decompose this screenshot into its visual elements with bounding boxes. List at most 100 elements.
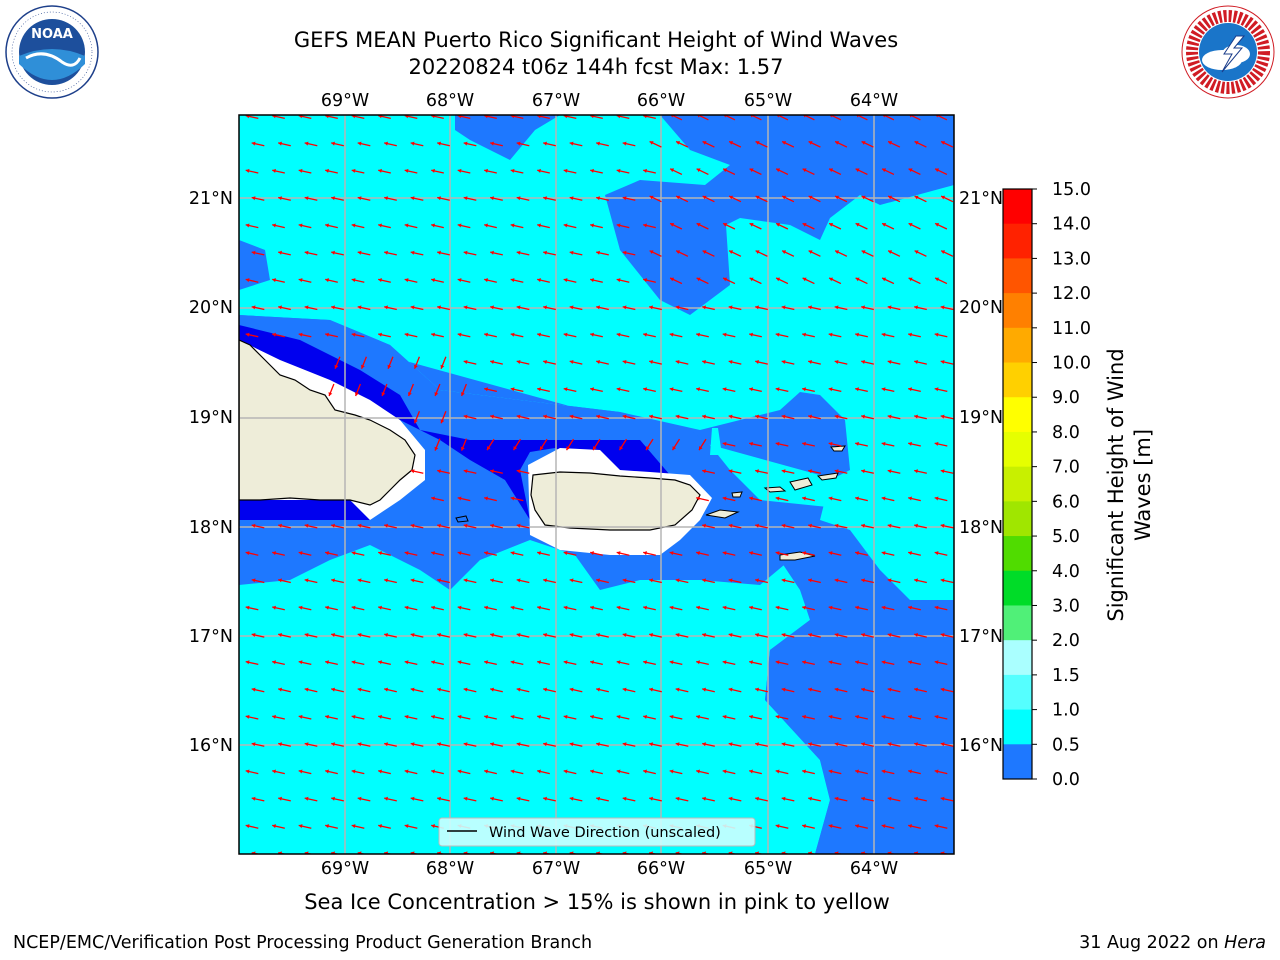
wind-wave-arrowhead xyxy=(298,278,303,283)
wind-wave-arrowhead xyxy=(675,687,680,692)
wind-wave-arrowhead xyxy=(431,551,435,556)
wind-wave-arrowhead xyxy=(590,551,594,556)
wind-wave-arrowhead xyxy=(245,168,250,173)
wind-wave-arrowhead xyxy=(808,796,812,801)
wind-wave-arrowhead xyxy=(861,360,865,364)
wind-wave-arrowhead xyxy=(537,605,541,610)
wind-wave-arrowhead xyxy=(437,742,441,747)
wind-wave-arrowhead xyxy=(702,687,706,692)
colorbar-tick-label: 1.0 xyxy=(1052,701,1080,721)
wind-wave-arrowhead xyxy=(490,742,494,747)
wind-wave-arrowhead xyxy=(278,250,282,255)
colorbar-tick-label: 0.0 xyxy=(1052,770,1080,790)
wind-wave-arrowhead xyxy=(378,278,382,283)
wind-wave-arrowhead xyxy=(934,551,939,556)
land-vieques xyxy=(705,509,740,519)
wind-wave-arrowhead xyxy=(516,360,521,364)
wind-wave-arrowhead xyxy=(861,195,866,200)
wind-wave-arrowhead xyxy=(729,250,734,254)
colorbar-tick-label: 9.0 xyxy=(1052,388,1080,408)
wind-wave-arrowhead xyxy=(829,277,834,282)
wind-wave-arrowhead xyxy=(643,714,647,719)
wind-wave-arrowhead xyxy=(298,660,303,665)
lon-tick-top: 68°W xyxy=(426,91,474,111)
wind-wave-arrowhead xyxy=(298,115,303,119)
wind-wave-arrowhead xyxy=(781,360,786,364)
wind-wave-arrowhead xyxy=(669,551,674,556)
wind-wave-arrowhead xyxy=(278,796,282,801)
wind-wave-arrowhead xyxy=(881,332,886,337)
wave-height-region-mid-nw xyxy=(455,115,560,160)
wind-wave-arrowhead xyxy=(404,769,409,774)
wind-wave-arrowhead xyxy=(298,824,303,829)
wind-wave-arrowhead xyxy=(278,141,282,146)
wind-wave-arrowhead xyxy=(325,769,329,774)
wind-wave-arrowhead xyxy=(325,714,329,719)
wind-wave-arrowhead xyxy=(808,742,812,747)
wind-wave-arrowhead xyxy=(696,769,700,774)
wind-wave-arrowhead xyxy=(722,769,727,774)
wind-wave-arrowhead xyxy=(304,578,309,583)
wind-wave-arrowhead xyxy=(328,392,333,396)
wind-wave-arrowhead xyxy=(649,141,654,145)
wind-wave-arrowhead xyxy=(457,714,462,719)
wind-wave-arrowhead xyxy=(404,278,409,283)
colorbar-swatch xyxy=(1003,744,1032,780)
wind-wave-arrowhead xyxy=(245,660,250,665)
wind-wave-arrowhead xyxy=(484,115,488,119)
wind-wave-arrowhead xyxy=(272,714,276,719)
wind-wave-arrowhead xyxy=(781,523,786,528)
wind-wave-arrowhead xyxy=(723,223,728,227)
wind-wave-arrowhead xyxy=(728,414,733,419)
wind-wave-arrowhead xyxy=(331,796,335,801)
wind-wave-arrowhead xyxy=(537,332,541,337)
wind-wave-arrowhead xyxy=(410,687,415,692)
wind-wave-arrowhead xyxy=(245,605,250,610)
land-hispaniola xyxy=(239,339,416,506)
wind-wave-arrowhead xyxy=(935,277,940,282)
wave-height-region-high-small xyxy=(710,428,722,455)
sea-ice-note: Sea Ice Concentration > 15% is shown in … xyxy=(304,890,890,914)
wind-wave-arrowhead xyxy=(410,196,415,201)
wind-wave-arrowhead xyxy=(781,687,786,692)
wind-wave-arrowhead xyxy=(357,578,362,583)
wind-wave-arrowhead xyxy=(431,769,435,774)
footer-branch: NCEP/EMC/Verification Post Processing Pr… xyxy=(13,933,593,953)
colorbar-swatch xyxy=(1003,327,1032,364)
wind-wave-arrowhead xyxy=(378,660,382,665)
wind-wave-arrowhead xyxy=(649,195,654,200)
wind-wave-arrowhead xyxy=(782,195,787,200)
lat-tick-right: 17°N xyxy=(959,627,1003,647)
wind-wave-arrowhead xyxy=(355,392,359,396)
lat-tick-right: 18°N xyxy=(959,518,1003,538)
wind-wave-arrowhead xyxy=(755,469,759,474)
wind-wave-arrowhead xyxy=(457,115,462,119)
wind-wave-arrowhead xyxy=(304,196,309,201)
wind-wave-arrowhead xyxy=(484,714,488,719)
wind-wave-arrowhead xyxy=(351,278,356,283)
wind-wave-arrowhead xyxy=(696,168,701,173)
wind-wave-arrowhead xyxy=(331,687,335,692)
wind-wave-arrowhead xyxy=(596,360,600,364)
wind-wave-arrowhead xyxy=(566,446,571,451)
wind-wave-arrowhead xyxy=(590,278,594,283)
wind-wave-arrowhead xyxy=(463,742,468,747)
wind-wave-arrowhead xyxy=(702,796,706,801)
wind-wave-arrowhead xyxy=(908,223,913,227)
wind-wave-arrowhead xyxy=(828,714,833,719)
wind-wave-arrowhead xyxy=(855,496,859,501)
wind-wave-arrowhead xyxy=(914,141,919,145)
wind-wave-arrowhead xyxy=(351,714,356,719)
wind-wave-arrowhead xyxy=(643,605,647,610)
wind-wave-arrowhead xyxy=(569,250,574,255)
wind-wave-arrowhead xyxy=(908,660,912,665)
colorbar-swatch xyxy=(1003,536,1032,572)
wind-wave-arrowhead xyxy=(569,360,574,364)
wind-wave-arrowhead xyxy=(881,441,886,446)
wind-wave-arrowhead xyxy=(669,387,674,392)
wind-wave-arrowhead xyxy=(304,523,309,528)
wind-wave-arrowhead xyxy=(940,305,945,310)
wind-wave-arrowhead xyxy=(775,824,780,829)
colorbar-tick-label: 5.0 xyxy=(1052,527,1080,547)
wind-wave-arrowhead xyxy=(828,551,833,556)
